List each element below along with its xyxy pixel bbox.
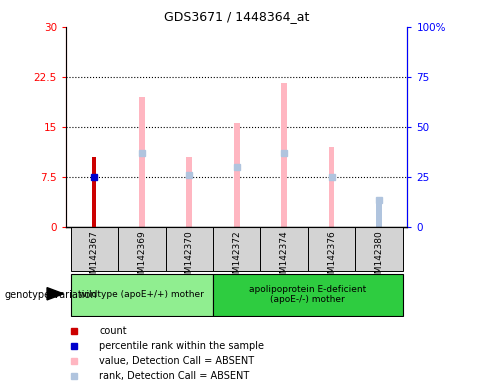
Bar <box>308 227 355 271</box>
Bar <box>186 157 192 227</box>
Bar <box>165 227 213 271</box>
Bar <box>355 227 403 271</box>
Bar <box>376 200 382 227</box>
Title: GDS3671 / 1448364_at: GDS3671 / 1448364_at <box>164 10 309 23</box>
Bar <box>234 123 240 227</box>
Text: GSM142380: GSM142380 <box>374 230 384 285</box>
Bar <box>139 97 144 227</box>
Bar <box>92 157 96 227</box>
Text: rank, Detection Call = ABSENT: rank, Detection Call = ABSENT <box>99 371 249 381</box>
Bar <box>329 147 334 227</box>
Text: GSM142376: GSM142376 <box>327 230 336 285</box>
Polygon shape <box>47 288 63 300</box>
Text: value, Detection Call = ABSENT: value, Detection Call = ABSENT <box>99 356 254 366</box>
Bar <box>213 227 261 271</box>
Bar <box>118 227 165 271</box>
Text: apolipoprotein E-deficient
(apoE-/-) mother: apolipoprotein E-deficient (apoE-/-) mot… <box>249 285 366 305</box>
Text: count: count <box>99 326 127 336</box>
Bar <box>71 227 118 271</box>
Bar <box>281 83 287 227</box>
Text: GSM142370: GSM142370 <box>185 230 194 285</box>
Text: percentile rank within the sample: percentile rank within the sample <box>99 341 264 351</box>
Text: GSM142374: GSM142374 <box>280 230 288 285</box>
Bar <box>261 227 308 271</box>
Bar <box>213 273 403 316</box>
Text: GSM142372: GSM142372 <box>232 230 241 285</box>
Text: wildtype (apoE+/+) mother: wildtype (apoE+/+) mother <box>80 290 204 299</box>
Text: genotype/variation: genotype/variation <box>5 290 98 300</box>
Text: GSM142367: GSM142367 <box>90 230 99 285</box>
Text: GSM142369: GSM142369 <box>137 230 146 285</box>
Bar <box>71 273 213 316</box>
